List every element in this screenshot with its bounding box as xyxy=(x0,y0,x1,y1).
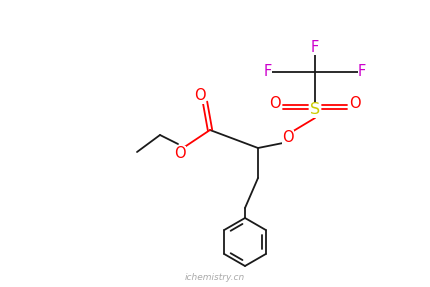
Text: O: O xyxy=(282,129,293,144)
Text: F: F xyxy=(263,65,271,79)
Text: O: O xyxy=(174,146,185,160)
Text: O: O xyxy=(194,88,206,104)
Text: O: O xyxy=(269,96,280,112)
Text: F: F xyxy=(357,65,365,79)
Text: ichemistry.cn: ichemistry.cn xyxy=(184,274,245,282)
Text: O: O xyxy=(348,96,360,112)
Text: F: F xyxy=(310,40,318,55)
Text: S: S xyxy=(309,102,319,117)
